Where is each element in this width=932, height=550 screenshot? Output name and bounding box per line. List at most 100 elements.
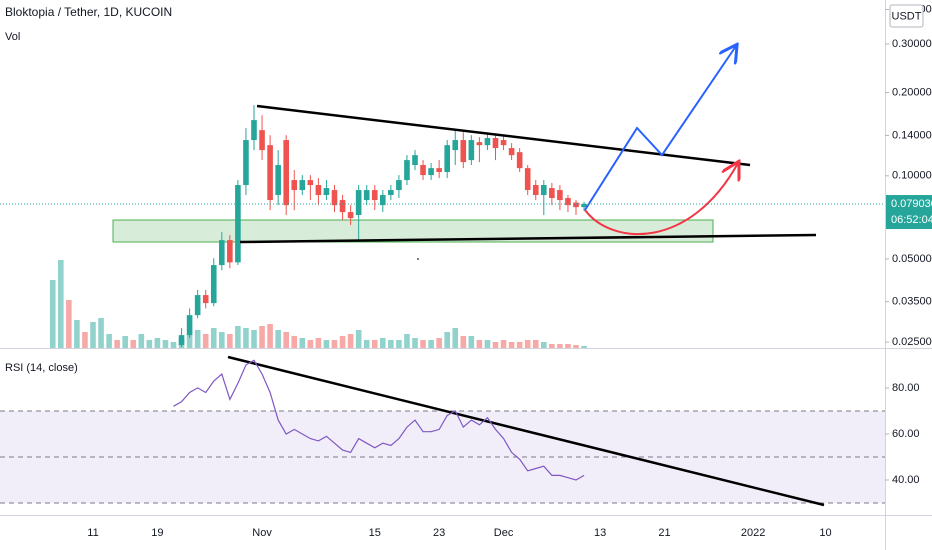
candle-body bbox=[581, 204, 587, 208]
candle-body bbox=[524, 168, 531, 191]
volume-bar bbox=[114, 340, 120, 348]
volume-bar bbox=[138, 334, 145, 348]
volume-bar bbox=[484, 340, 491, 348]
volume-bar bbox=[82, 332, 88, 348]
x-tick-label: 11 bbox=[87, 527, 98, 539]
candle-body bbox=[412, 155, 418, 166]
candle-body bbox=[516, 152, 523, 169]
volume-bar bbox=[532, 340, 539, 348]
x-tick-label: 23 bbox=[433, 527, 445, 539]
candle-body bbox=[371, 190, 378, 201]
candle-body bbox=[259, 130, 265, 151]
upper-trendline bbox=[256, 104, 751, 167]
volume-bar bbox=[90, 322, 96, 348]
volume-bar bbox=[162, 340, 169, 348]
candle-body bbox=[468, 140, 475, 161]
candle-body bbox=[323, 188, 330, 196]
x-tick-label: 19 bbox=[151, 527, 163, 539]
currency-box bbox=[889, 4, 924, 28]
volume-bar bbox=[146, 340, 153, 348]
volume-bar bbox=[251, 330, 257, 348]
candle-body bbox=[404, 160, 410, 181]
candle-body bbox=[565, 198, 571, 206]
last-price-box bbox=[886, 195, 932, 230]
candle-body bbox=[460, 140, 467, 163]
candle-body bbox=[396, 180, 402, 191]
candle-body bbox=[178, 335, 185, 346]
volume-bar bbox=[323, 340, 330, 348]
volume-bar bbox=[557, 344, 563, 348]
candle-body bbox=[452, 140, 459, 151]
volume-bar bbox=[194, 330, 201, 348]
volume-bar bbox=[339, 336, 346, 348]
candle-body bbox=[532, 185, 539, 196]
volume-bar bbox=[259, 326, 265, 348]
candle-body bbox=[219, 240, 225, 266]
chart-title: Bloktopia / Tether, 1D, KUCOIN bbox=[5, 5, 172, 19]
volume-bar bbox=[516, 342, 523, 348]
volume-bar bbox=[227, 334, 233, 348]
volume-bar bbox=[476, 340, 483, 348]
rsi-tick-label: 80.00 bbox=[892, 382, 920, 394]
x-tick-label: 2022 bbox=[741, 527, 765, 539]
volume-bar bbox=[299, 338, 306, 348]
volume-bar bbox=[541, 342, 547, 348]
price-tick-label: 0.025000 bbox=[892, 336, 932, 348]
volume-bar bbox=[210, 328, 217, 348]
volume-bar bbox=[154, 338, 161, 348]
x-tick-label: 10 bbox=[819, 527, 831, 539]
candle-body bbox=[291, 180, 298, 191]
volume-bar bbox=[347, 334, 354, 348]
volume-bar bbox=[420, 340, 426, 348]
lower-trendline bbox=[239, 233, 817, 244]
volume-bar bbox=[380, 338, 386, 348]
volume-bar bbox=[460, 336, 467, 348]
candle-body bbox=[347, 212, 354, 219]
candle-body bbox=[484, 138, 491, 146]
volume-bar bbox=[396, 340, 402, 348]
candle-body bbox=[307, 180, 314, 186]
rsi-line bbox=[173, 359, 585, 481]
volume-bar bbox=[500, 340, 507, 348]
candle-body bbox=[251, 120, 257, 141]
volume-bar bbox=[524, 340, 531, 348]
candle-body bbox=[210, 265, 217, 304]
bullish-projection bbox=[584, 46, 736, 211]
rsi-trendline bbox=[227, 355, 825, 507]
candle-body bbox=[339, 200, 346, 213]
volume-bar bbox=[202, 334, 209, 348]
candle-body bbox=[428, 168, 434, 176]
axes-layer: 0.4000000.3000000.2000000.1400000.100000… bbox=[0, 3, 932, 539]
rsi-tick-label: 40.00 bbox=[892, 474, 920, 486]
volume-bar bbox=[371, 340, 378, 348]
candle-body bbox=[492, 138, 499, 149]
volume-bar bbox=[291, 336, 298, 348]
volume-bar bbox=[58, 260, 64, 348]
candle-body bbox=[331, 190, 338, 206]
candle-body bbox=[275, 165, 281, 196]
volume-bar bbox=[66, 300, 72, 348]
volume-bar bbox=[106, 334, 112, 348]
candle-body bbox=[541, 185, 547, 196]
candle-body bbox=[508, 148, 515, 156]
candle-body bbox=[202, 295, 209, 304]
volume-bar bbox=[74, 320, 80, 348]
volume-label: Vol bbox=[5, 31, 20, 43]
volume-bar bbox=[565, 344, 571, 348]
volume-bar bbox=[428, 340, 434, 348]
candle-body bbox=[299, 180, 306, 191]
volume-bar bbox=[363, 340, 370, 348]
volume-bar bbox=[581, 346, 587, 348]
volume-bar bbox=[549, 344, 555, 348]
volume-bar bbox=[508, 342, 515, 348]
volume-bar bbox=[98, 318, 104, 348]
x-tick-label: 13 bbox=[594, 527, 606, 539]
candle-body bbox=[500, 140, 507, 146]
x-tick-label: 21 bbox=[658, 527, 670, 539]
